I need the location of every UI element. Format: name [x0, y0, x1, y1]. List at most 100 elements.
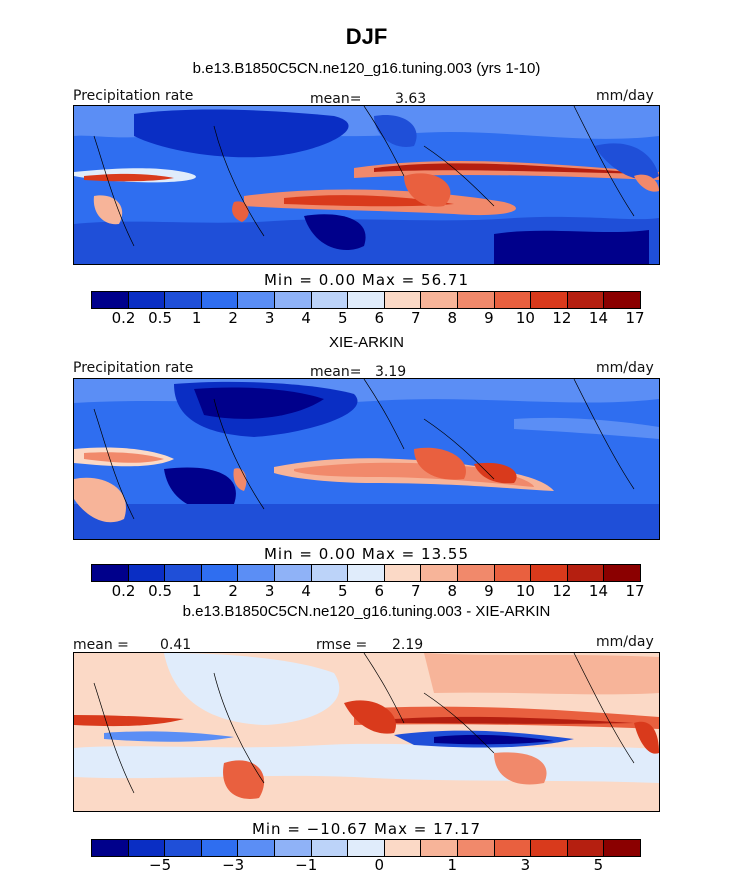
panel2-mean-label: mean= — [310, 364, 362, 380]
panel1-subtitle: b.e13.B1850C5CN.ne120_g16.tuning.003 (yr… — [192, 60, 541, 77]
colorbar-tick-label: 14 — [588, 309, 608, 327]
colorbar-tick-label: 0.2 — [111, 582, 136, 600]
panel2-variable-label: Precipitation rate — [73, 360, 194, 376]
colorbar-swatch — [421, 840, 458, 856]
panel2-colorbar — [91, 564, 641, 582]
colorbar-tick-label: 5 — [337, 582, 348, 600]
colorbar-swatch — [274, 840, 312, 856]
colorbar-tick-label: −5 — [149, 856, 172, 874]
colorbar-tick-label: 17 — [625, 582, 645, 600]
colorbar-tick-label: 9 — [484, 582, 494, 600]
colorbar-swatch — [494, 292, 532, 308]
colorbar-tick-label: 12 — [552, 582, 572, 600]
panel1-colorbar — [91, 291, 641, 309]
panel3-mean-label: mean = — [73, 637, 129, 653]
colorbar-tick-label: 3 — [520, 856, 531, 874]
colorbar-tick-label: 5 — [593, 856, 604, 874]
colorbar-tick-label: 6 — [374, 582, 385, 600]
colorbar-tick-label: 2 — [228, 582, 238, 600]
colorbar-swatch — [348, 840, 385, 856]
panel2-minmax: Min = 0.00 Max = 13.55 — [0, 545, 733, 563]
colorbar-tick-label: −1 — [295, 856, 318, 874]
colorbar-swatch — [274, 565, 312, 581]
colorbar-tick-label: 17 — [625, 309, 645, 327]
colorbar-tick-label: 4 — [301, 309, 311, 327]
colorbar-swatch — [567, 292, 605, 308]
colorbar-swatch — [604, 292, 640, 308]
panel2-units: mm/day — [596, 360, 654, 376]
colorbar-tick-label: 8 — [447, 582, 458, 600]
colorbar-swatch — [494, 565, 532, 581]
colorbar-swatch — [128, 840, 166, 856]
colorbar-swatch — [494, 840, 532, 856]
colorbar-swatch — [457, 840, 495, 856]
colorbar-tick-label: 7 — [411, 309, 421, 327]
colorbar-swatch — [457, 292, 495, 308]
panel3-subtitle: b.e13.B1850C5CN.ne120_g16.tuning.003 - X… — [182, 603, 551, 620]
panel2-max-label: Max = — [361, 545, 416, 563]
colorbar-swatch — [201, 565, 239, 581]
colorbar-swatch — [531, 292, 568, 308]
panel1-mean-value: 3.63 — [395, 91, 427, 107]
colorbar-swatch — [457, 565, 495, 581]
colorbar-swatch — [92, 565, 129, 581]
panel3-rmse-label: rmse = — [316, 637, 368, 653]
panel3-max-value: 17.17 — [433, 820, 482, 838]
colorbar-swatch — [604, 840, 640, 856]
colorbar-tick-label: 1 — [191, 309, 202, 327]
panel2-min-label: Min = — [263, 545, 313, 563]
panel2-precip-field — [74, 379, 659, 539]
colorbar-swatch — [238, 292, 275, 308]
colorbar-tick-label: 7 — [411, 582, 421, 600]
colorbar-swatch — [92, 292, 129, 308]
colorbar-swatch — [238, 565, 275, 581]
colorbar-tick-label: 4 — [301, 582, 311, 600]
colorbar-swatch — [128, 292, 166, 308]
panel3-rmse-value: 2.19 — [392, 637, 424, 653]
colorbar-tick-label: 0 — [374, 856, 385, 874]
colorbar-tick-label: 10 — [515, 309, 535, 327]
colorbar-swatch — [348, 292, 385, 308]
colorbar-tick-label: 0.5 — [148, 309, 172, 327]
panel1-colorbar-ticks: 0.2 0.5 1 2 3 4 5 6 7 8 9 10 12 14 17 — [91, 309, 645, 329]
panel3-colorbar-ticks: −5 −3 −1 0 1 3 5 — [91, 856, 641, 876]
colorbar-swatch — [567, 565, 605, 581]
colorbar-tick-label: 5 — [337, 309, 348, 327]
colorbar-swatch — [274, 292, 312, 308]
panel1-min-value: 0.00 — [318, 271, 357, 289]
colorbar-tick-label: 8 — [447, 309, 458, 327]
colorbar-swatch — [201, 840, 239, 856]
panel3-difference-field — [74, 653, 659, 811]
colorbar-swatch — [384, 565, 422, 581]
colorbar-tick-label: 9 — [484, 309, 494, 327]
colorbar-swatch — [531, 840, 568, 856]
panel3-min-value: −10.67 — [306, 820, 369, 838]
panel1-variable-label: Precipitation rate — [73, 88, 194, 104]
colorbar-swatch — [384, 292, 422, 308]
colorbar-swatch — [311, 565, 349, 581]
panel1-max-label: Max = — [361, 271, 416, 289]
colorbar-tick-label: 1 — [191, 582, 202, 600]
panel1-units: mm/day — [596, 88, 654, 104]
colorbar-tick-label: 1 — [447, 856, 458, 874]
panel3-units: mm/day — [596, 634, 654, 650]
panel1-minmax: Min = 0.00 Max = 56.71 — [0, 271, 733, 289]
colorbar-swatch — [311, 292, 349, 308]
panel2-map — [73, 378, 660, 540]
colorbar-swatch — [421, 292, 458, 308]
panel2-subtitle: XIE-ARKIN — [328, 334, 404, 351]
colorbar-swatch — [421, 565, 458, 581]
panel2-mean-value: 3.19 — [375, 364, 407, 380]
panel2-colorbar-ticks: 0.2 0.5 1 2 3 4 5 6 7 8 9 10 12 14 17 — [91, 582, 645, 602]
colorbar-swatch — [128, 565, 166, 581]
colorbar-tick-label: 12 — [552, 309, 572, 327]
colorbar-swatch — [165, 565, 202, 581]
colorbar-swatch — [604, 565, 640, 581]
colorbar-swatch — [92, 840, 129, 856]
panel3-map — [73, 652, 660, 812]
colorbar-tick-label: −3 — [222, 856, 245, 874]
colorbar-swatch — [531, 565, 568, 581]
colorbar-swatch — [384, 840, 422, 856]
colorbar-tick-label: 2 — [228, 309, 238, 327]
colorbar-tick-label: 3 — [264, 309, 275, 327]
